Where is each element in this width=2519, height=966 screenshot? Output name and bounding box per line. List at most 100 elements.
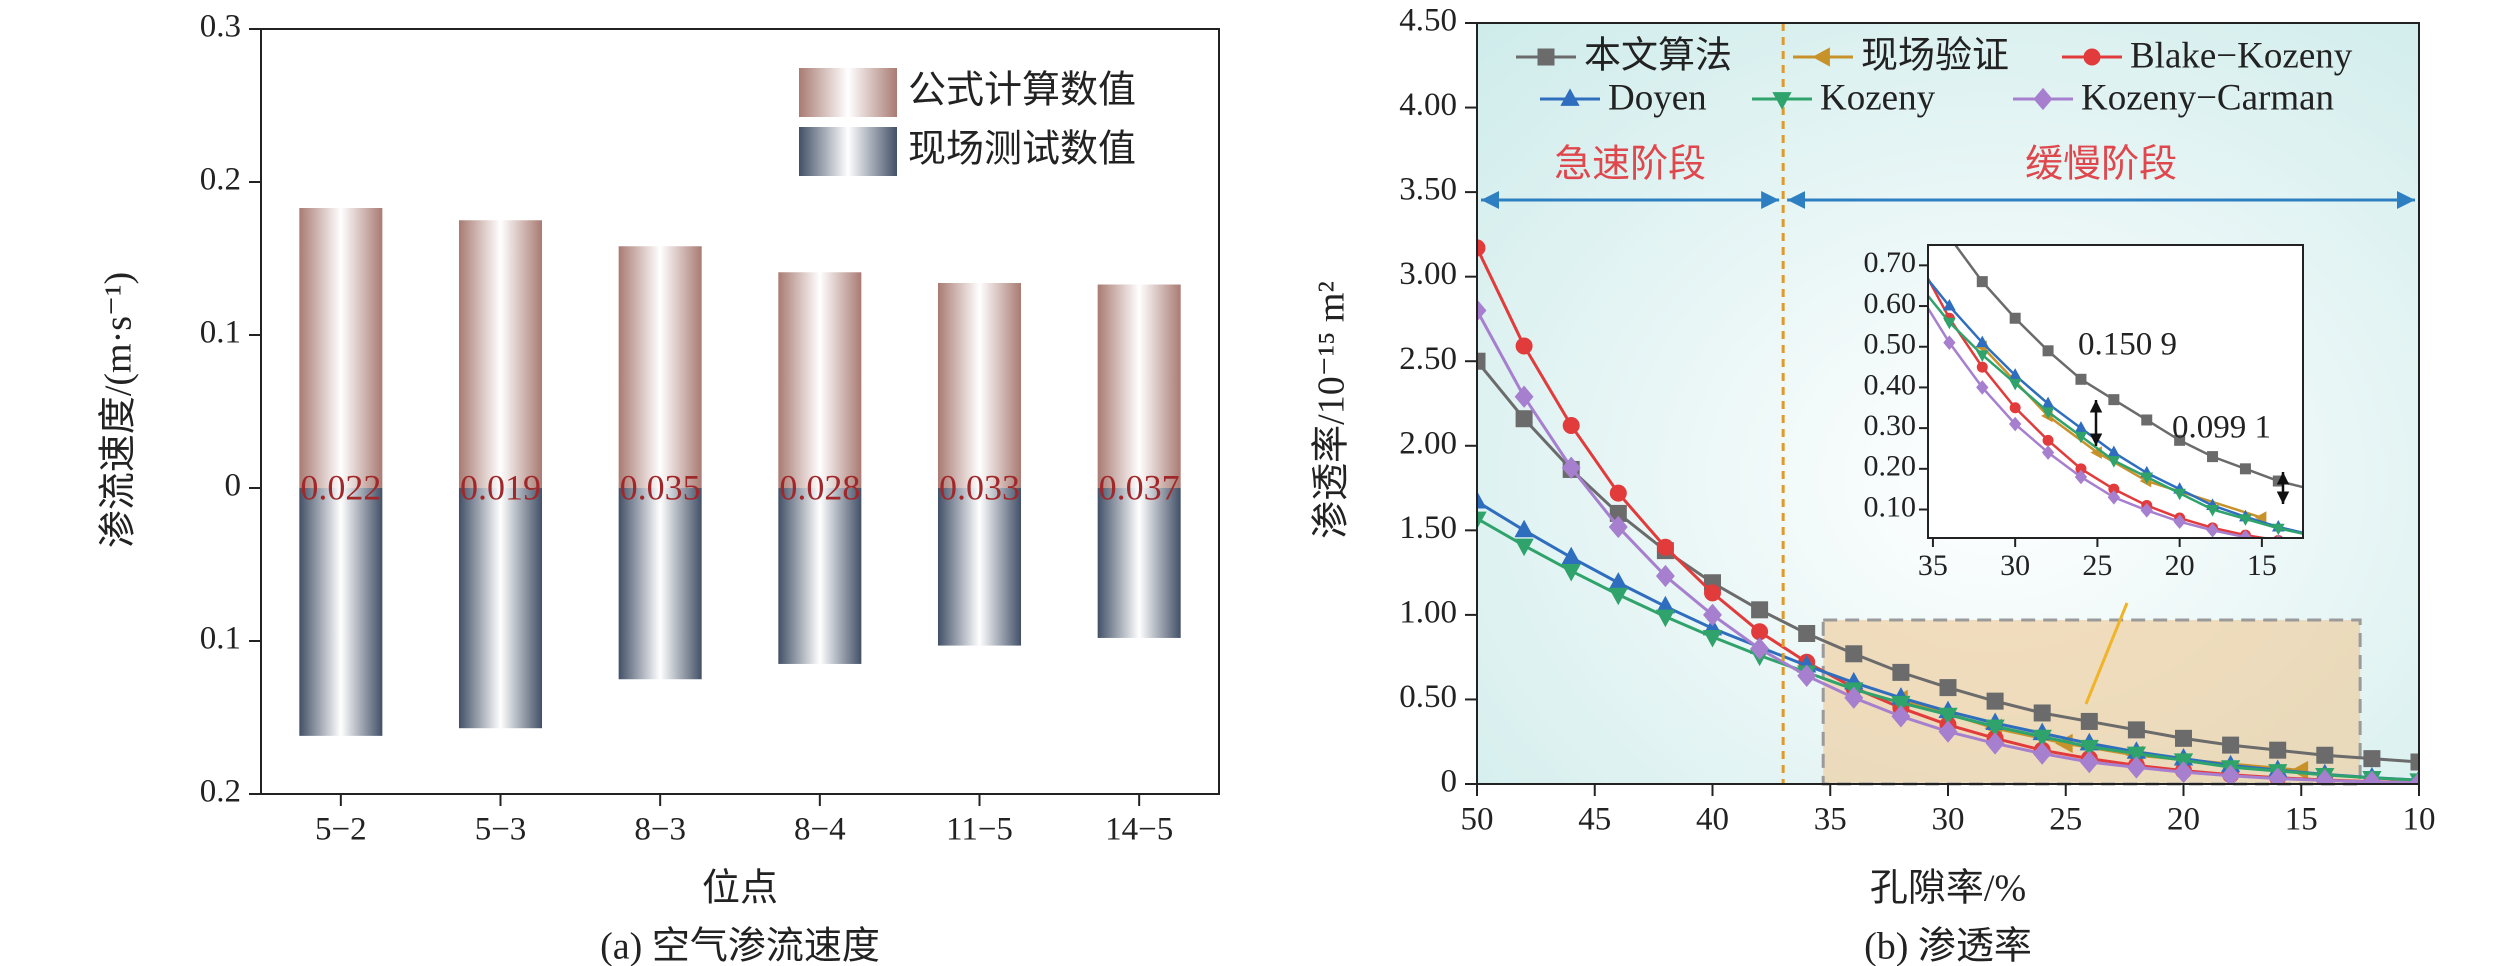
marker (1703, 603, 1722, 627)
bar (299, 488, 383, 736)
marker (2316, 746, 2334, 764)
marker (1608, 587, 1628, 606)
marker (2363, 750, 2381, 768)
y-tick-label: 0.3 (200, 9, 241, 45)
bar-annotation: 0.028 (779, 467, 860, 507)
marker (1515, 337, 1533, 355)
bar (937, 488, 1022, 646)
marker (2173, 514, 2186, 529)
marker (1845, 645, 1863, 663)
marker (1939, 679, 1957, 697)
marker (2083, 48, 2101, 66)
marker (2127, 721, 2145, 739)
marker (1891, 705, 1911, 728)
marker (2008, 378, 2022, 391)
marker (2239, 529, 2252, 538)
legend-swatch (799, 68, 897, 117)
marker (1655, 564, 1675, 588)
series-layer (1928, 245, 2303, 538)
bar (1097, 284, 1181, 488)
marker (2108, 394, 2120, 406)
legend-swatch (799, 127, 897, 176)
marker (1656, 538, 1674, 556)
marker (2290, 760, 2309, 781)
marker (1560, 88, 1580, 106)
marker (1477, 299, 1487, 322)
y-tick-label: 0.1 (200, 315, 241, 351)
marker (2041, 445, 2055, 460)
phase-label: 急速阶段 (1554, 144, 1706, 186)
x-tick-label: 5−2 (315, 812, 367, 848)
marker (1943, 335, 1956, 350)
y-axis-label: 渗透率/10⁻¹⁵ m² (1311, 281, 1353, 539)
marker (1772, 92, 1792, 110)
marker (1609, 484, 1627, 502)
marker (2080, 712, 2098, 730)
y-tick-label: 4.00 (1399, 87, 1457, 123)
y-tick-label: 2.00 (1399, 425, 1457, 461)
marker (2009, 416, 2022, 432)
legend-label: Kozeny−Carman (2081, 77, 2334, 118)
x-axis-label: 位点 (702, 868, 778, 910)
marker (2075, 373, 2087, 385)
y-tick-label: 0 (1441, 764, 1458, 800)
marker (1892, 663, 1910, 681)
marker (2009, 312, 2021, 324)
marker (2222, 736, 2240, 754)
inset-y-tick-label: 0.10 (1864, 490, 1917, 523)
y-tick-label: 0 (225, 468, 242, 504)
inset-y-tick-label: 0.70 (1864, 246, 1917, 279)
marker (2079, 750, 2099, 774)
marker (2107, 456, 2121, 468)
x-tick-label: 35 (1814, 802, 1847, 838)
bar-annotation: 0.033 (939, 467, 1020, 507)
marker (1477, 490, 1487, 509)
marker (2362, 770, 2382, 784)
marker (1561, 546, 1581, 565)
marker (2032, 729, 2052, 748)
marker (1798, 624, 1816, 642)
marker (2239, 463, 2251, 475)
legend-label: 现场测试数值 (908, 129, 1136, 171)
plot-frame (260, 28, 1220, 795)
marker (1750, 637, 1770, 660)
marker (1608, 515, 1628, 539)
caption: (b) 渗透率 (1864, 926, 2032, 966)
y-axis-label: 渗流速度/(m·s⁻¹) (98, 272, 140, 548)
x-tick-label: 45 (1578, 802, 1611, 838)
x-tick-label: 50 (1461, 802, 1494, 838)
bar (458, 488, 543, 729)
marker (2009, 402, 2021, 414)
marker (1986, 692, 2004, 710)
marker (2033, 87, 2053, 111)
x-tick-label: 20 (2167, 802, 2200, 838)
marker (1976, 276, 1988, 288)
legend-label: 公式计算数值 (908, 70, 1136, 112)
inset-x-tick-label: 35 (1918, 549, 1948, 582)
y-tick-label: 0.2 (200, 774, 241, 810)
marker (2175, 729, 2192, 747)
legend-label: Blake−Kozeny (2130, 35, 2353, 76)
marker (1655, 609, 1676, 628)
bar (299, 208, 383, 488)
marker (2140, 503, 2153, 518)
bar (618, 488, 702, 680)
phase-label: 缓慢阶段 (2025, 144, 2177, 186)
marker (1751, 601, 1769, 619)
marker (2315, 769, 2335, 784)
x-tick-label: 10 (2403, 802, 2436, 838)
marker (2269, 741, 2287, 759)
marker (1976, 380, 1989, 395)
marker (2174, 434, 2186, 446)
marker (1477, 239, 1486, 257)
marker (2271, 523, 2285, 536)
marker (2107, 490, 2121, 505)
marker (2206, 522, 2219, 538)
legend-label: Doyen (1608, 77, 1707, 118)
marker (2074, 431, 2088, 444)
legend-label: 现场验证 (1861, 34, 2009, 76)
x-tick-label: 40 (1696, 802, 1729, 838)
marker (2033, 704, 2051, 722)
marker (1891, 695, 1911, 714)
